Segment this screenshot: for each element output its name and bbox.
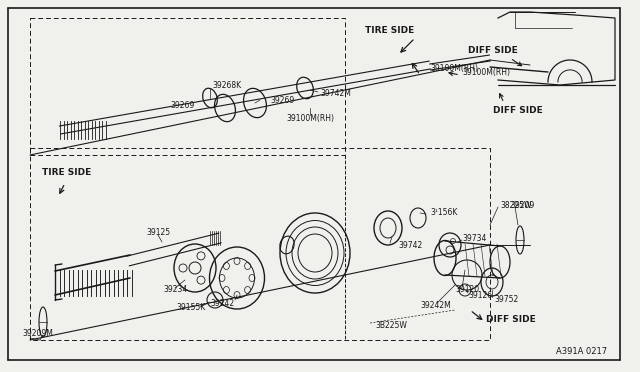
Text: 39742M: 39742M <box>320 89 351 97</box>
Text: DIFF SIDE: DIFF SIDE <box>468 45 518 55</box>
Text: 39155K: 39155K <box>176 304 205 312</box>
Text: TIRE SIDE: TIRE SIDE <box>42 167 92 176</box>
Text: 39742: 39742 <box>398 241 422 250</box>
Text: 39268K: 39268K <box>212 80 241 90</box>
Text: 39242: 39242 <box>210 298 234 308</box>
Text: 39752: 39752 <box>494 295 518 305</box>
Text: A391A 0217: A391A 0217 <box>556 347 607 356</box>
Text: 39209M: 39209M <box>22 328 53 337</box>
Text: 39269: 39269 <box>171 100 195 109</box>
Text: DIFF SIDE: DIFF SIDE <box>493 106 543 115</box>
Text: 39100M(RH): 39100M(RH) <box>462 67 510 77</box>
Text: 39100M(RH): 39100M(RH) <box>286 113 334 122</box>
Text: 38225W: 38225W <box>500 201 531 209</box>
Text: 3B225W: 3B225W <box>375 321 407 330</box>
Text: 3¹156K: 3¹156K <box>430 208 458 217</box>
Text: 39120: 39120 <box>455 285 479 295</box>
Text: 39269: 39269 <box>270 96 294 105</box>
Text: 39734: 39734 <box>462 234 486 243</box>
Text: DIFF SIDE: DIFF SIDE <box>486 315 536 324</box>
Text: 39234: 39234 <box>163 285 188 295</box>
Text: 39242M: 39242M <box>420 301 451 310</box>
Text: 39209: 39209 <box>510 201 534 209</box>
Text: 39126: 39126 <box>468 292 492 301</box>
Text: 39125: 39125 <box>146 228 170 237</box>
Text: 39100M(RH): 39100M(RH) <box>430 64 478 73</box>
Text: TIRE SIDE: TIRE SIDE <box>365 26 415 35</box>
